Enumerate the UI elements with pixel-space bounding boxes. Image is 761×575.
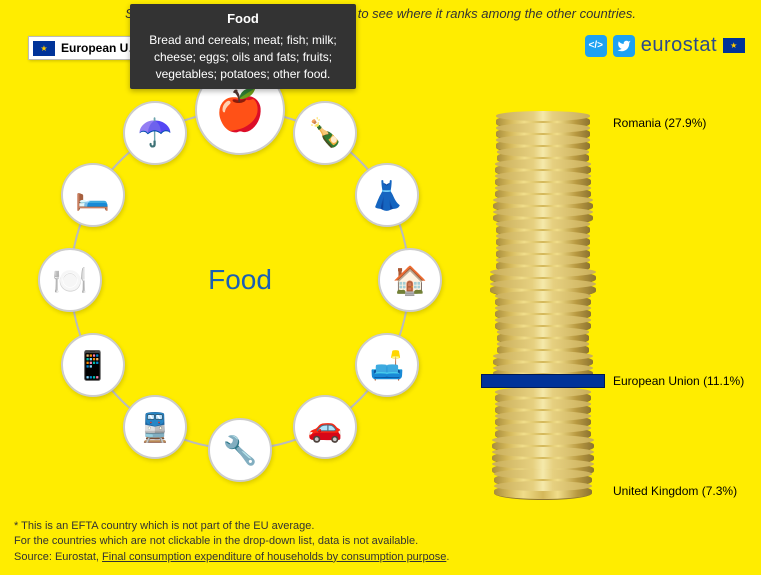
stack-min-label: United Kingdom (7.3%) <box>613 484 737 498</box>
twitter-button[interactable] <box>613 35 635 57</box>
ranking-coin-stack: Romania (27.9%) European Union (11.1%) U… <box>493 114 593 500</box>
stack-eu-label: European Union (11.1%) <box>613 374 744 388</box>
footnotes: * This is an EFTA country which is not p… <box>14 519 747 565</box>
wheel-node-restaurants[interactable]: 🍽️ <box>38 248 102 312</box>
tooltip-body: Bread and cereals; meat; fish; milk; che… <box>149 33 336 81</box>
footnote-source: Source: Eurostat, Final consumption expe… <box>14 550 747 565</box>
wheel-node-communication[interactable]: 📱 <box>61 333 125 397</box>
instruction-text: Select a country from the drop-down list… <box>0 6 761 21</box>
wheel-node-clothing[interactable]: 👗 <box>355 163 419 227</box>
wheel-node-furnishing[interactable]: 🛋️ <box>355 333 419 397</box>
eu-flag-icon: ★ <box>33 41 55 56</box>
wheel-node-transport[interactable]: 🚗 <box>293 395 357 459</box>
embed-icon: </> <box>589 40 603 51</box>
country-dropdown-value: European U… <box>61 41 140 55</box>
tooltip-title: Food <box>140 10 346 28</box>
eurostat-logo: eurostat ★ <box>641 34 745 57</box>
wheel-node-alcohol[interactable]: 🍾 <box>293 101 357 165</box>
wheel-center-label: Food <box>208 264 272 296</box>
category-tooltip: Food Bread and cereals; meat; fish; milk… <box>130 4 356 89</box>
footnote-na: For the countries which are not clickabl… <box>14 534 747 549</box>
wheel-node-housing[interactable]: 🏠 <box>378 248 442 312</box>
coin <box>494 484 592 500</box>
stack-max-label: Romania (27.9%) <box>613 116 706 130</box>
footnote-efta: * This is an EFTA country which is not p… <box>14 519 747 534</box>
category-wheel: Food 🍎🍾👗🏠🛋️🚗🔧🚆📱🍽️🛏️☂️ <box>40 80 440 480</box>
wheel-node-health[interactable]: 🛏️ <box>61 163 125 227</box>
twitter-icon <box>617 39 631 53</box>
eu-flag-icon: ★ <box>723 38 745 53</box>
source-link[interactable]: Final consumption expenditure of househo… <box>102 551 446 563</box>
embed-button[interactable]: </> <box>585 35 607 57</box>
wheel-node-misc[interactable]: 🔧 <box>208 418 272 482</box>
eu-marker-bar <box>481 374 605 388</box>
wheel-node-education[interactable]: ☂️ <box>123 101 187 165</box>
wheel-node-recreation[interactable]: 🚆 <box>123 395 187 459</box>
